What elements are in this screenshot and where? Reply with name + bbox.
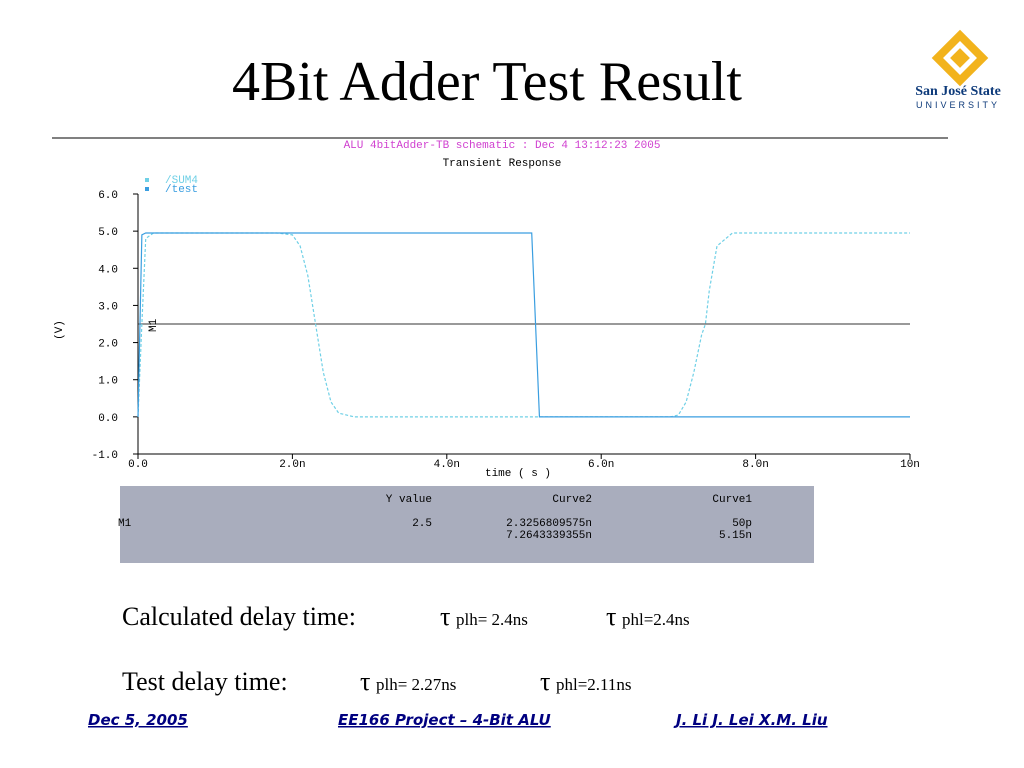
y-tick-label: -1.0 xyxy=(92,450,118,462)
chart-subtitle: Transient Response xyxy=(443,158,562,170)
x-tick-label: 0.0 xyxy=(128,459,148,471)
table-cell: 5.15n xyxy=(719,530,752,542)
delay-lines: Calculated delay time: τ plh= 2.4ns τ ph… xyxy=(122,602,690,696)
y-tick-label: 6.0 xyxy=(98,190,118,202)
marker-table xyxy=(120,486,814,563)
delay: phl=2.4ns xyxy=(622,610,690,629)
y-tick-label: 3.0 xyxy=(98,301,118,313)
x-tick-label: 2.0n xyxy=(279,459,305,471)
table-cell: 7.2643339355n xyxy=(506,530,592,542)
legend-swatch xyxy=(145,187,149,191)
table-header: Y value xyxy=(386,494,432,506)
y-tick-label: 2.0 xyxy=(98,339,118,351)
logo: San José State UNIVERSITY xyxy=(915,29,1001,110)
logo-sub: UNIVERSITY xyxy=(916,100,1000,110)
y-tick-label: 5.0 xyxy=(98,227,118,239)
table-cell: 2.3256809575n xyxy=(506,518,592,530)
table-cell: 50p xyxy=(732,518,752,530)
table: Y value Curve2 Curve1 M1 2.5 2.325680957… xyxy=(118,494,752,542)
footer-authors: J. Li J. Lei X.M. Liu xyxy=(673,711,828,729)
slide-title: 4Bit Adder Test Result xyxy=(232,51,742,113)
table-cell: 2.5 xyxy=(412,518,432,530)
line-label: Calculated delay time: xyxy=(122,602,356,631)
x-tick-label: 10n xyxy=(900,459,920,471)
delay: plh= 2.4ns xyxy=(456,610,528,629)
table-header: Curve1 xyxy=(712,494,752,506)
series-line xyxy=(137,232,910,418)
table-header: Curve2 xyxy=(552,494,592,506)
footer-date: Dec 5, 2005 xyxy=(88,711,188,729)
tau: τ xyxy=(540,667,550,696)
tau: τ xyxy=(360,667,370,696)
y-tick-label: 1.0 xyxy=(98,376,118,388)
marker-label: M1 xyxy=(148,318,160,332)
x-axis-label: time ( s ) xyxy=(485,468,551,480)
table-cell: M1 xyxy=(118,518,132,530)
legend-entry: /SUM4 xyxy=(165,175,198,187)
y-tick-label: 4.0 xyxy=(98,264,118,276)
x-tick-label: 6.0n xyxy=(588,459,614,471)
logo-name: San José State xyxy=(915,84,1001,99)
x-tick-label: 8.0n xyxy=(742,459,768,471)
legend-entry: /test xyxy=(165,184,198,196)
legend-swatch xyxy=(145,178,149,182)
line-label: Test delay time: xyxy=(122,667,288,696)
tau: τ xyxy=(606,602,616,631)
tau: τ xyxy=(440,602,450,631)
footer-project: EE166 Project – 4-Bit ALU xyxy=(338,711,551,729)
chart-title: ALU 4bitAdder-TB schematic : Dec 4 13:12… xyxy=(344,140,661,152)
x-tick-label: 4.0n xyxy=(434,459,460,471)
series-line xyxy=(137,232,910,418)
delay: plh= 2.27ns xyxy=(376,675,456,694)
delay: phl=2.11ns xyxy=(556,675,632,694)
y-tick-label: 0.0 xyxy=(98,413,118,425)
y-axis-label: (V) xyxy=(54,320,66,340)
